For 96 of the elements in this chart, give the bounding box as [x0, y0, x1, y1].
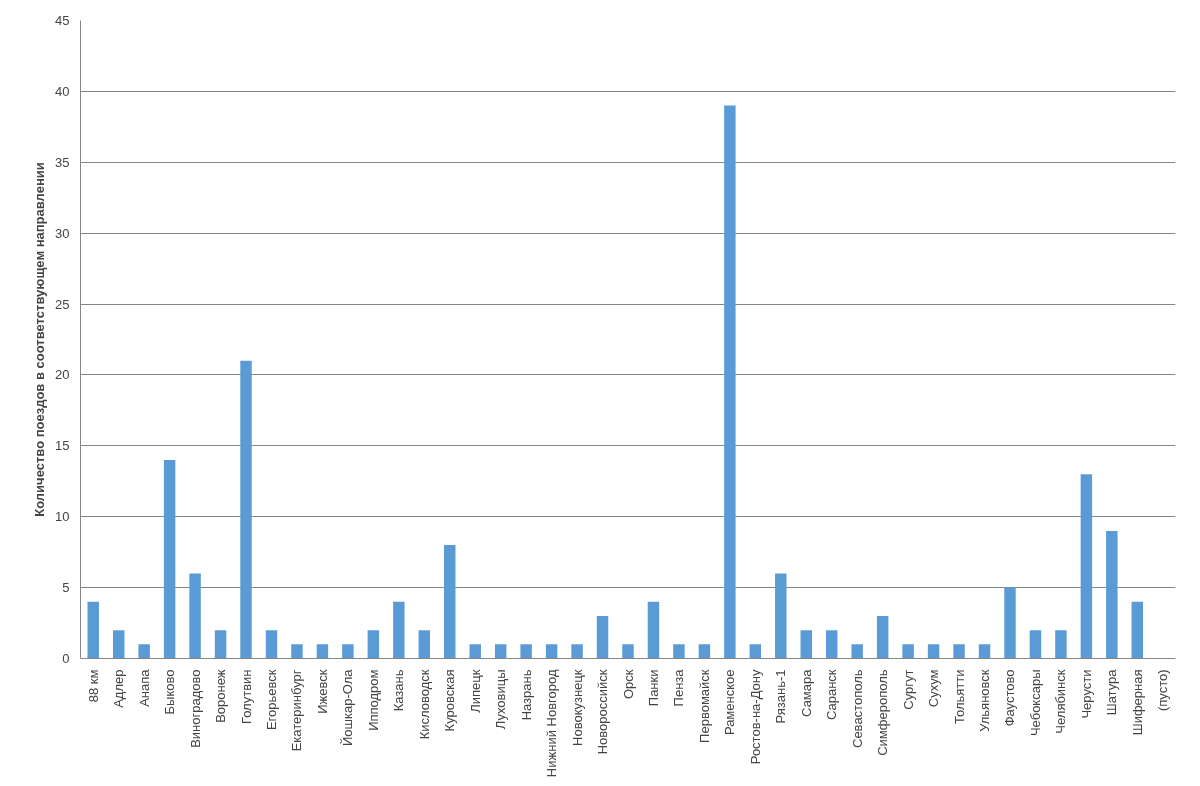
- y-tick-label: 35: [55, 154, 70, 170]
- x-tick-label: Первомайск: [696, 669, 712, 743]
- bar: [673, 644, 685, 659]
- bar: [927, 644, 940, 659]
- y-tick-label: 5: [62, 580, 70, 596]
- x-tick-label: Челябинск: [1053, 669, 1069, 734]
- x-tick-label: Ижевск: [314, 669, 330, 714]
- bar: [698, 644, 711, 659]
- x-tick-label: Новокузнецк: [569, 669, 585, 746]
- x-tick-label: Раменское: [722, 669, 738, 736]
- x-tick-label: Ростов-на-Дону: [747, 669, 763, 765]
- x-tick-label: Новороссийск: [595, 669, 611, 755]
- bar: [953, 644, 965, 659]
- x-tick-label: Орск: [620, 669, 636, 700]
- x-tick-label: Быково: [162, 669, 178, 715]
- bar: [138, 644, 150, 659]
- x-tick-label: Симферополь: [875, 669, 891, 756]
- bar: [1131, 601, 1144, 659]
- bar: [749, 644, 762, 659]
- x-tick-label: Адлер: [111, 669, 127, 708]
- bar: [1055, 630, 1067, 659]
- bar: [163, 460, 176, 659]
- bar: [545, 644, 558, 659]
- bar: [87, 601, 99, 659]
- y-tick-label: 15: [55, 438, 70, 454]
- x-tick-label: Виноградово: [187, 669, 203, 748]
- x-tick-label: Луховицы: [493, 669, 509, 730]
- bar: [775, 573, 787, 659]
- bar: [647, 601, 660, 659]
- bar: [825, 630, 838, 659]
- x-tick-label: Тольятти: [951, 669, 967, 724]
- bar: [1080, 474, 1093, 659]
- x-tick-label: Егорьевск: [263, 669, 279, 731]
- bar: [112, 630, 125, 659]
- bar: [1004, 587, 1016, 659]
- x-tick-label: Черусти: [1078, 669, 1094, 719]
- bar: [469, 644, 481, 659]
- bar: [367, 630, 380, 659]
- x-tick-label: Сухум: [926, 669, 942, 708]
- bar: [1106, 530, 1118, 659]
- x-tick-label: Саранск: [824, 669, 840, 721]
- x-tick-label: Кисловодск: [416, 669, 432, 740]
- x-tick-label: Назрань: [518, 669, 534, 721]
- x-tick-label: Рязань-1: [773, 669, 789, 724]
- y-tick-label: 20: [55, 367, 70, 383]
- y-axis-title: Количество поездов в соответствующем направлении: [32, 162, 48, 517]
- bar: [342, 644, 354, 659]
- y-tick-label: 10: [55, 509, 70, 525]
- x-tick-label: Пенза: [671, 668, 687, 707]
- bar: [189, 573, 201, 659]
- bar: [800, 630, 812, 659]
- x-tick-label: Воронеж: [213, 669, 229, 723]
- x-tick-label: Нижний Новгород: [544, 669, 560, 778]
- x-tick-label: Чебоксары: [1027, 669, 1043, 737]
- y-tick-label: 40: [55, 83, 70, 99]
- bar: [978, 644, 991, 659]
- y-tick-label: 30: [55, 225, 70, 241]
- x-tick-label: Ипподром: [365, 669, 381, 731]
- bar: [418, 630, 431, 659]
- x-tick-label: Сургут: [900, 669, 916, 710]
- x-tick-label: Ульяновск: [977, 669, 993, 732]
- bar: [902, 644, 914, 659]
- x-tick-label: (пусто): [1155, 669, 1171, 712]
- x-tick-label: Йошкар-Ола: [340, 668, 356, 747]
- bar: [444, 545, 456, 659]
- bar: [316, 644, 329, 659]
- bar: [291, 644, 303, 659]
- bar: [520, 644, 532, 659]
- bar: [596, 615, 609, 659]
- y-tick-label: 45: [55, 13, 70, 28]
- x-tick-label: Панки: [645, 669, 661, 707]
- x-tick-label: Севастополь: [849, 669, 865, 748]
- bar: [393, 601, 405, 659]
- bar: [265, 630, 278, 659]
- x-tick-label: Шатура: [1104, 668, 1120, 716]
- y-tick-label: 25: [55, 296, 70, 312]
- x-tick-label: Самара: [798, 668, 814, 717]
- x-tick-label: Анапа: [136, 668, 152, 707]
- y-tick-label: 0: [62, 651, 70, 666]
- bar: [876, 615, 889, 659]
- bar: [1029, 630, 1042, 659]
- x-tick-label: Липецк: [467, 669, 483, 713]
- x-tick-label: Куровская: [442, 669, 458, 732]
- bar: [494, 644, 507, 659]
- bar: [622, 644, 634, 659]
- x-tick-label: Голутвин: [238, 669, 254, 724]
- bar: [240, 360, 252, 659]
- bar: [851, 644, 863, 659]
- x-tick-label: Казань: [391, 669, 407, 712]
- x-tick-label: Шиферная: [1129, 669, 1145, 736]
- bar: [724, 105, 736, 659]
- x-tick-label: Екатеринбург: [289, 669, 305, 752]
- bar: [571, 644, 583, 659]
- x-tick-label: 88 км: [85, 669, 101, 703]
- x-tick-label: Фаустово: [1002, 669, 1018, 727]
- bar: [214, 630, 227, 659]
